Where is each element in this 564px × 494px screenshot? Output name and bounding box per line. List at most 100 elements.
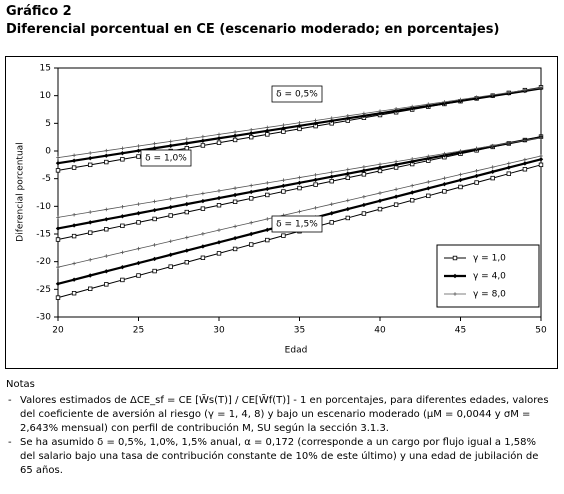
marker bbox=[120, 214, 125, 219]
marker bbox=[297, 180, 302, 186]
x-tick-label: 25 bbox=[133, 326, 144, 336]
marker bbox=[378, 162, 382, 167]
marker bbox=[184, 141, 189, 146]
marker bbox=[136, 273, 141, 278]
marker bbox=[507, 90, 511, 95]
marker bbox=[168, 143, 173, 148]
marker bbox=[361, 211, 367, 216]
marker bbox=[152, 216, 157, 222]
marker bbox=[88, 257, 92, 262]
y-tick-label: -15 bbox=[36, 230, 51, 240]
marker bbox=[55, 281, 61, 286]
y-tick-label: -10 bbox=[36, 202, 51, 212]
marker bbox=[104, 282, 109, 287]
marker bbox=[71, 165, 77, 170]
marker bbox=[507, 161, 511, 166]
y-tick-label: 10 bbox=[40, 91, 52, 101]
marker bbox=[120, 151, 125, 156]
marker bbox=[458, 97, 463, 102]
marker bbox=[88, 210, 92, 214]
marker bbox=[377, 165, 383, 170]
marker bbox=[442, 176, 447, 181]
marker bbox=[394, 107, 398, 111]
marker bbox=[200, 138, 206, 143]
marker bbox=[168, 239, 173, 244]
marker bbox=[329, 116, 334, 120]
marker bbox=[281, 189, 286, 194]
marker bbox=[88, 286, 93, 291]
marker bbox=[523, 88, 527, 93]
marker bbox=[506, 171, 511, 176]
marker bbox=[136, 154, 141, 159]
marker bbox=[361, 113, 367, 119]
marker bbox=[249, 131, 254, 136]
marker bbox=[361, 172, 367, 177]
marker bbox=[104, 227, 109, 232]
annotation: δ = 1,0% bbox=[145, 154, 187, 164]
annotation-box bbox=[271, 85, 323, 103]
marker bbox=[184, 209, 189, 215]
marker bbox=[184, 201, 189, 207]
marker bbox=[136, 211, 141, 216]
notes-list: Valores estimados de ΔCE_sf = CE [W̃s(T)… bbox=[6, 394, 554, 478]
marker bbox=[281, 183, 286, 189]
x-axis-label: Edad bbox=[285, 346, 308, 356]
marker bbox=[281, 233, 286, 238]
marker bbox=[249, 189, 254, 195]
marker bbox=[200, 206, 206, 211]
marker bbox=[120, 265, 125, 270]
marker bbox=[426, 186, 431, 191]
marker bbox=[72, 261, 76, 266]
marker bbox=[345, 215, 350, 221]
marker bbox=[426, 180, 431, 184]
marker bbox=[55, 168, 61, 173]
marker bbox=[490, 165, 495, 169]
y-tick-label: -5 bbox=[42, 174, 51, 184]
marker bbox=[265, 128, 270, 134]
marker bbox=[474, 180, 479, 185]
marker bbox=[200, 255, 206, 260]
marker bbox=[474, 146, 479, 151]
legend-marker bbox=[452, 255, 458, 261]
marker bbox=[136, 220, 141, 225]
marker bbox=[523, 157, 527, 162]
marker bbox=[104, 254, 109, 258]
marker bbox=[88, 155, 93, 161]
marker bbox=[88, 162, 93, 168]
note: Se ha asumido δ = 0,5%, 1,0%, 1,5% anual… bbox=[6, 436, 554, 478]
legend-label: γ = 8,0 bbox=[473, 290, 506, 300]
marker bbox=[362, 165, 366, 169]
marker bbox=[297, 123, 302, 129]
marker bbox=[426, 156, 431, 161]
marker bbox=[490, 143, 495, 148]
annotation-box bbox=[271, 215, 323, 233]
marker bbox=[265, 132, 270, 137]
marker bbox=[168, 213, 173, 218]
y-axis-label: Diferencial porcentual bbox=[16, 142, 26, 241]
marker bbox=[297, 175, 302, 180]
marker bbox=[104, 269, 109, 274]
marker bbox=[410, 157, 414, 161]
marker bbox=[458, 172, 463, 177]
y-tick-label: 0 bbox=[45, 147, 51, 157]
marker bbox=[329, 220, 334, 225]
marker bbox=[71, 233, 77, 239]
marker bbox=[56, 215, 60, 220]
x-tick-label: 30 bbox=[213, 326, 225, 336]
marker bbox=[361, 168, 367, 173]
marker bbox=[329, 202, 334, 206]
marker bbox=[393, 108, 399, 114]
marker bbox=[185, 235, 189, 240]
y-tick-label: -25 bbox=[36, 285, 51, 295]
marker bbox=[104, 217, 109, 222]
marker bbox=[377, 206, 383, 212]
marker bbox=[104, 153, 109, 158]
marker bbox=[249, 220, 253, 225]
marker bbox=[345, 116, 350, 121]
marker bbox=[55, 226, 61, 231]
marker bbox=[200, 143, 206, 148]
marker bbox=[410, 106, 415, 111]
legend-label: γ = 1,0 bbox=[473, 254, 506, 264]
annotation-box bbox=[140, 149, 192, 167]
marker bbox=[120, 146, 125, 151]
